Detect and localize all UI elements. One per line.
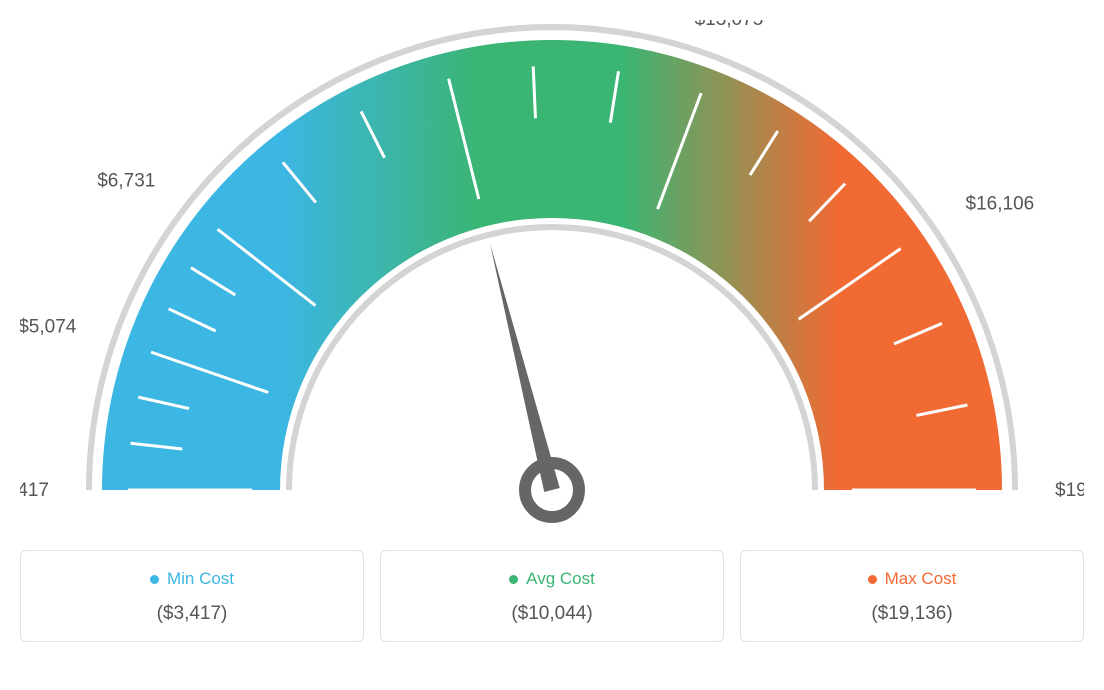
gauge-tick-label: $19,136: [1055, 480, 1084, 501]
max-cost-value: ($19,136): [751, 603, 1073, 625]
min-dot-icon: [150, 575, 159, 584]
avg-cost-label-row: Avg Cost: [391, 569, 713, 589]
avg-cost-card: Avg Cost ($10,044): [380, 550, 724, 642]
avg-cost-value: ($10,044): [391, 603, 713, 625]
gauge-needle: [490, 243, 560, 492]
avg-dot-icon: [509, 575, 518, 584]
min-cost-card: Min Cost ($3,417): [20, 550, 364, 642]
cost-gauge: $3,417$5,074$6,731$10,044$13,075$16,106$…: [20, 20, 1084, 540]
max-cost-card: Max Cost ($19,136): [740, 550, 1084, 642]
max-cost-label-row: Max Cost: [751, 569, 1073, 589]
gauge-tick-label: $6,731: [97, 171, 155, 192]
min-cost-label: Min Cost: [167, 569, 234, 589]
gauge-tick-label: $5,074: [20, 316, 77, 337]
gauge-tick-label: $3,417: [20, 480, 49, 501]
max-cost-label: Max Cost: [885, 569, 957, 589]
gauge-tick-label: $13,075: [695, 20, 764, 30]
min-cost-label-row: Min Cost: [31, 569, 353, 589]
gauge-tick-label: $16,106: [966, 194, 1035, 215]
max-dot-icon: [868, 575, 877, 584]
avg-cost-label: Avg Cost: [526, 569, 595, 589]
min-cost-value: ($3,417): [31, 603, 353, 625]
summary-cards: Min Cost ($3,417) Avg Cost ($10,044) Max…: [20, 550, 1084, 642]
